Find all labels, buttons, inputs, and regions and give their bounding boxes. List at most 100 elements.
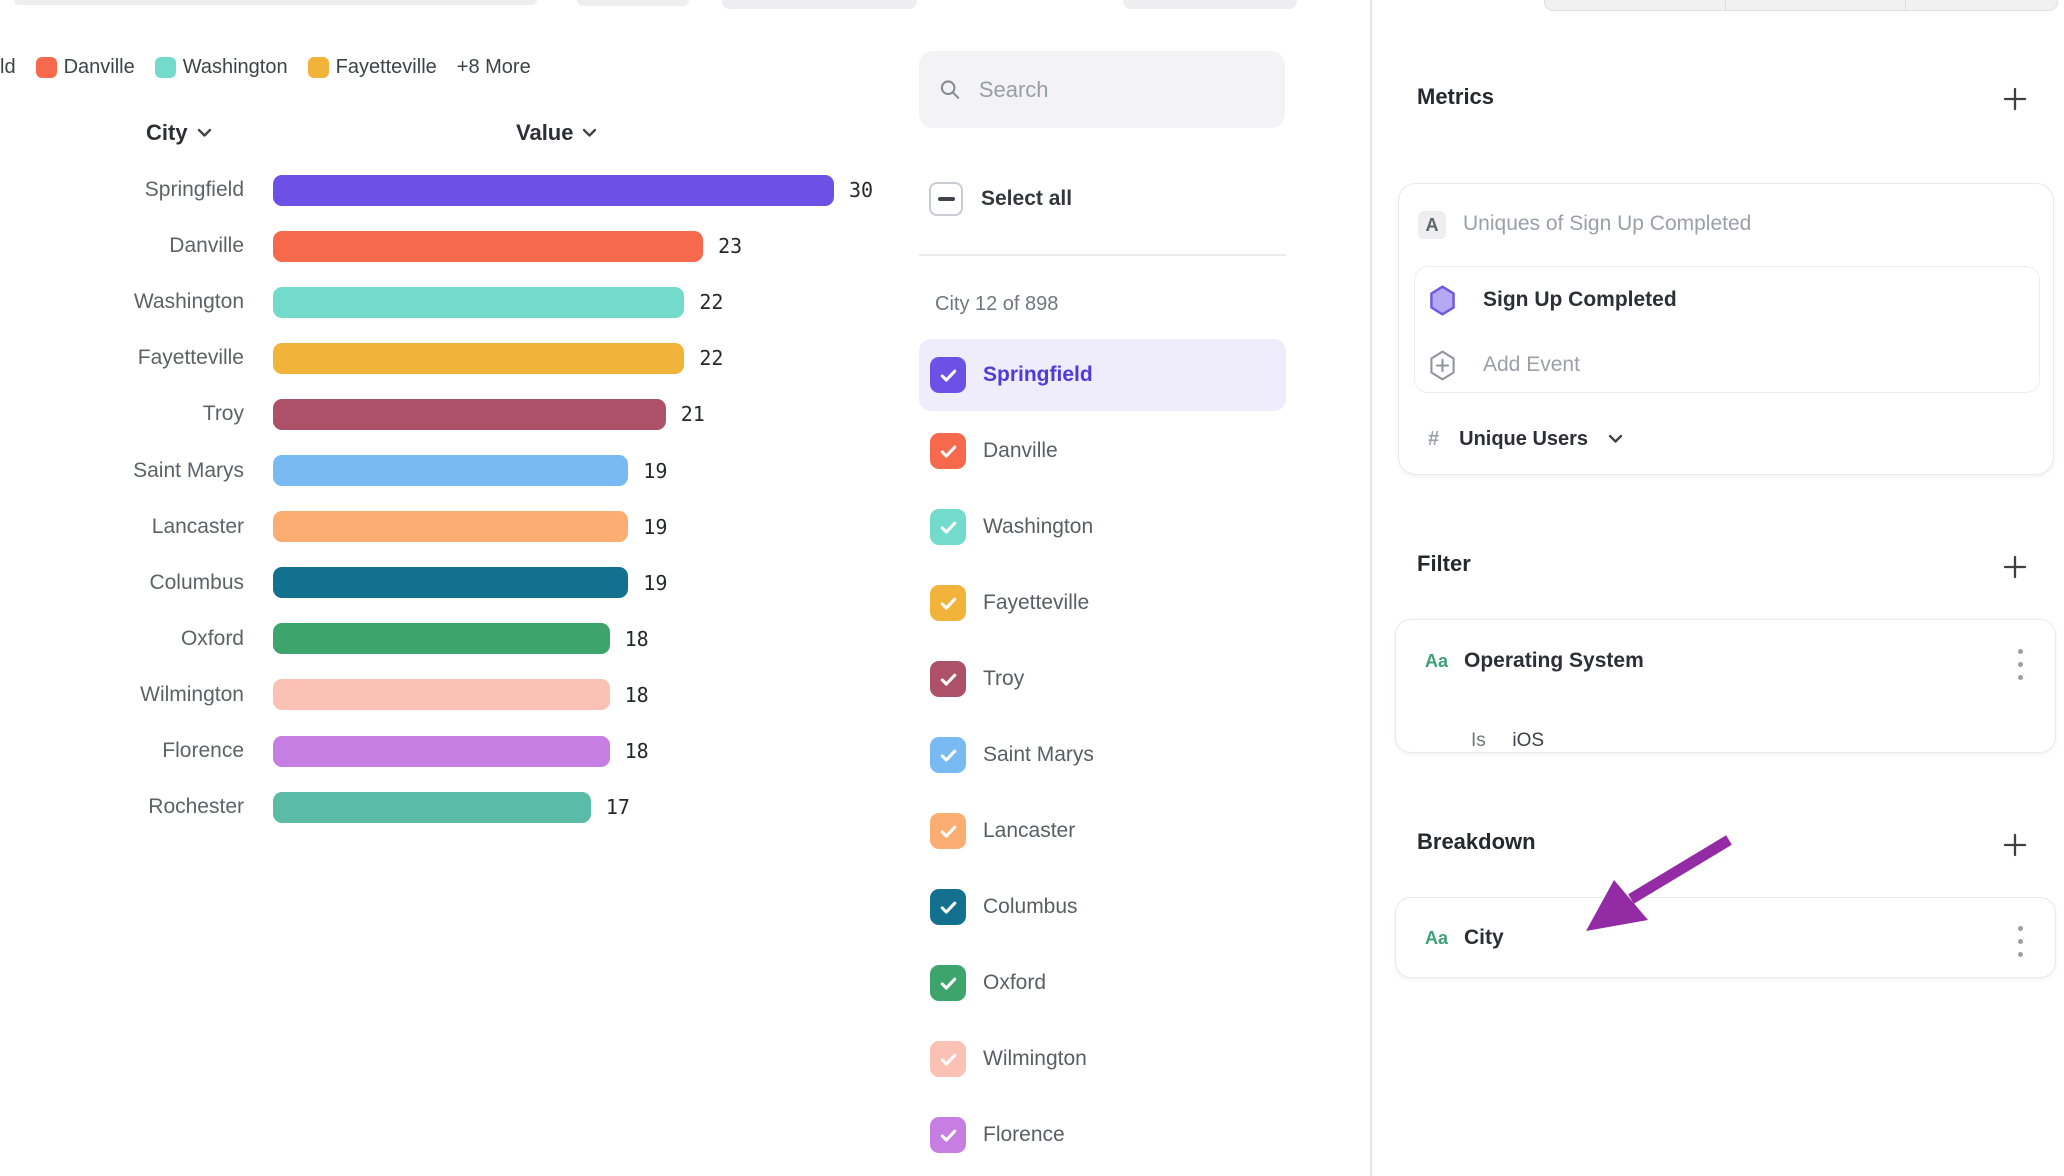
number-sign-icon: # [1428,427,1440,450]
chart-bar-value: 19 [643,570,668,595]
chart-bar-value: 18 [624,682,649,707]
chart-row-label: Wilmington [140,682,244,706]
chart-bar[interactable] [273,174,834,206]
top-strip [722,0,917,9]
select-all-checkbox[interactable] [929,182,963,216]
city-option-label: Danville [983,439,1058,462]
city-option-wilmington[interactable]: Wilmington [919,1023,1286,1095]
filter-value: iOS [1512,730,1545,751]
search-box[interactable] [919,51,1285,128]
city-checkbox[interactable] [930,585,966,621]
search-icon [940,80,960,99]
event-card: Sign Up Completed Add Event [1414,266,2040,393]
filter-property-name: Operating System [1464,649,1644,672]
sort-header-value[interactable]: Value [516,118,597,148]
plus-icon [2003,87,2027,111]
chart-bar[interactable] [273,791,591,823]
chart-bar-value: 21 [680,402,705,427]
city-checkbox[interactable] [930,357,966,393]
breakdown-card[interactable]: Aa City [1395,897,2056,978]
indeterminate-minus-icon [937,197,955,201]
city-checkbox[interactable] [930,433,966,469]
legend-swatch-icon [307,57,329,78]
filter-condition[interactable]: Is iOS [1471,730,1544,752]
metric-card[interactable]: A Uniques of Sign Up Completed Sign Up C… [1398,183,2054,475]
city-checkbox[interactable] [930,813,966,849]
select-all-row[interactable]: Select all [929,180,1072,218]
city-option-troy[interactable]: Troy [919,643,1286,715]
legend-item[interactable]: Danville [35,56,135,79]
chart-bar-value: 18 [624,739,649,763]
chart-bar[interactable] [273,230,704,262]
city-checkbox[interactable] [930,1041,966,1077]
chart-bar[interactable] [273,511,629,543]
chart-bar[interactable] [273,623,610,655]
result-count-label: City 12 of 898 [935,293,1059,315]
add-event-label: Add Event [1483,353,1580,376]
search-input[interactable] [976,75,1267,104]
add-breakdown-button[interactable] [2001,831,2029,859]
city-option-florence[interactable]: Florence [919,1099,1286,1171]
filter-property-row[interactable]: Aa Operating System [1425,643,1644,679]
text-property-icon: Aa [1425,650,1449,671]
add-metric-button[interactable] [2001,85,2029,113]
city-checkbox[interactable] [930,737,966,773]
chart-bar[interactable] [273,398,666,430]
city-checkbox[interactable] [930,1117,966,1153]
city-checkbox[interactable] [930,889,966,925]
city-option-fayetteville[interactable]: Fayetteville [919,567,1286,639]
legend-label: Washington [182,56,288,78]
legend-label: ld [0,56,16,78]
chevron-down-icon [197,128,211,137]
breakdown-kebab-menu[interactable] [2014,922,2027,961]
breakdown-heading: Breakdown [1417,829,1536,854]
legend-label: Danville [63,56,135,78]
city-checkbox[interactable] [930,965,966,1001]
legend-item[interactable]: ld [0,56,16,79]
event-name: Sign Up Completed [1483,288,1677,311]
chart-bar-value: 23 [718,234,743,259]
add-filter-button[interactable] [2001,553,2029,581]
chart-bar[interactable] [273,286,685,318]
breakdown-property-row[interactable]: Aa City [1425,920,1504,956]
metrics-heading: Metrics [1417,84,1495,109]
city-checkbox[interactable] [930,661,966,697]
segmented-control-cutoff[interactable] [1544,0,2058,11]
city-option-label: Lancaster [983,819,1076,842]
panel-divider [1370,0,1372,1176]
segment-divider [1725,0,1726,10]
filter-kebab-menu[interactable] [2014,645,2027,684]
legend-item[interactable]: Washington [154,56,288,79]
chart-legend: ld Danville Washington Fayetteville +8 More [0,56,531,79]
add-event-row[interactable]: Add Event [1429,347,1580,383]
legend-item[interactable]: Fayetteville [307,56,437,79]
plus-icon [2003,833,2027,857]
chart-bar[interactable] [273,679,610,711]
city-option-oxford[interactable]: Oxford [919,947,1286,1019]
event-row[interactable]: Sign Up Completed [1429,282,1677,318]
chart-bar-value: 22 [699,290,724,315]
measure-dropdown[interactable]: # Unique Users [1428,424,1623,454]
chart-bar[interactable] [273,567,629,599]
legend-swatch-icon [35,57,57,78]
event-hexagon-icon [1430,284,1455,316]
filter-operator: Is [1471,730,1486,751]
filter-card[interactable]: Aa Operating System Is iOS [1395,619,2056,753]
chart-row-label: Columbus [149,570,244,594]
city-option-label: Wilmington [983,1047,1087,1070]
city-option-saint-marys[interactable]: Saint Marys [919,719,1286,791]
breakdown-property-name: City [1464,926,1504,949]
chart-bar[interactable] [273,342,685,374]
chart-bar[interactable] [273,455,629,486]
chart-bar[interactable] [273,735,610,767]
city-option-columbus[interactable]: Columbus [919,871,1286,943]
legend-label: +8 More [456,56,531,78]
legend-item[interactable]: +8 More [457,56,531,79]
sort-header-city[interactable]: City [146,118,212,148]
city-option-label: Springfield [983,363,1093,386]
city-option-washington[interactable]: Washington [919,491,1286,563]
city-option-springfield[interactable]: Springfield [919,339,1286,411]
city-option-lancaster[interactable]: Lancaster [919,795,1286,867]
city-checkbox[interactable] [930,509,966,545]
city-option-danville[interactable]: Danville [919,415,1286,487]
